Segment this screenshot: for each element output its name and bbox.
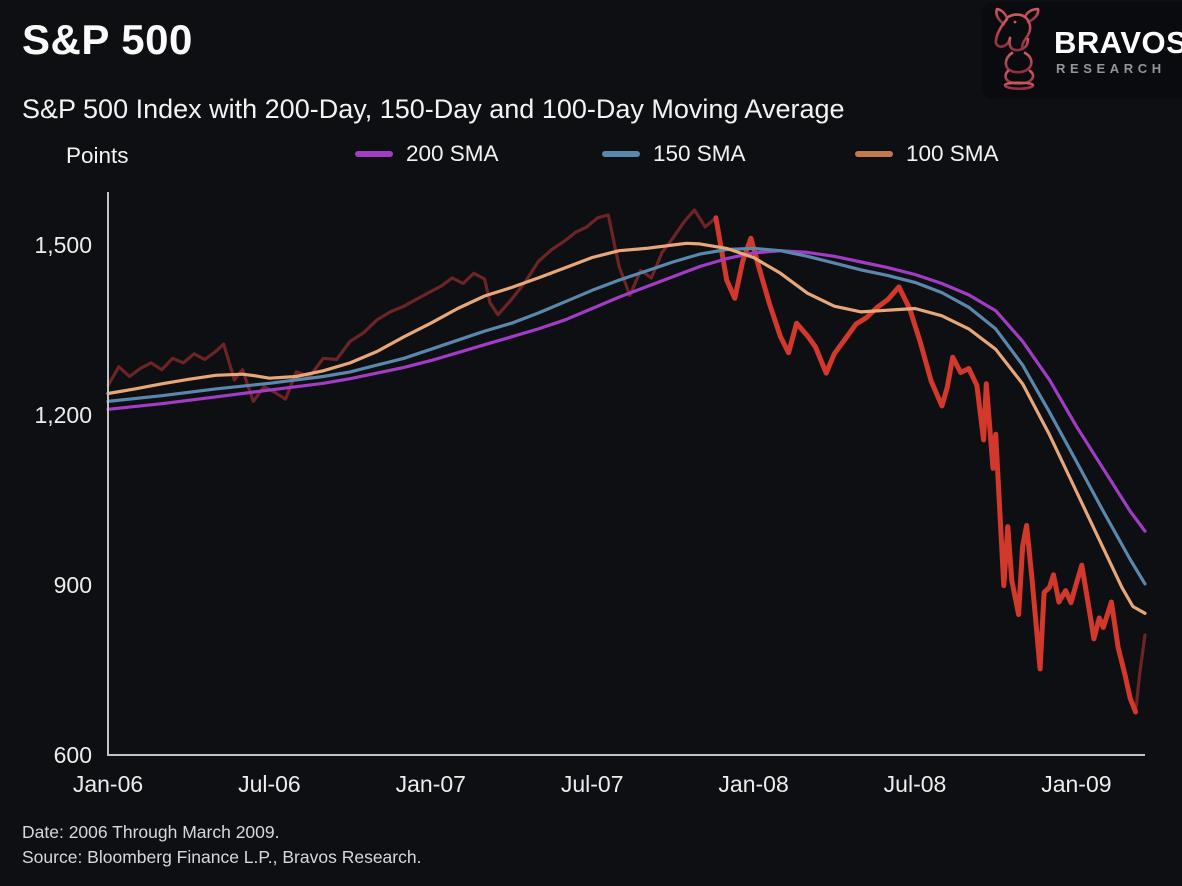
legend-label: 200 SMA xyxy=(406,141,499,166)
date-note: Date: 2006 Through March 2009. xyxy=(22,822,280,842)
x-tick-label: Jan-06 xyxy=(72,771,144,797)
brand-name: BRAVOS xyxy=(1054,24,1182,60)
x-tick-label: Jul-07 xyxy=(560,771,624,797)
y-tick-label: 1,500 xyxy=(34,232,92,258)
x-tick-label: Jul-06 xyxy=(238,771,301,797)
x-tick-label: Jan-07 xyxy=(395,771,466,797)
chart-subtitle: S&P 500 Index with 200-Day, 150-Day and … xyxy=(22,94,845,124)
bull-logo-icon xyxy=(994,7,1040,90)
legend-label: 150 SMA xyxy=(653,141,746,166)
legend-item-150-sma: 150 SMA xyxy=(602,141,746,167)
y-tick-label: 1,200 xyxy=(34,402,92,428)
page-title: S&P 500 xyxy=(22,16,193,63)
legend-swatch-100-sma xyxy=(855,151,893,157)
legend-swatch-200-sma xyxy=(355,151,393,157)
y-tick-label: 900 xyxy=(53,572,92,598)
y-tick-label: 600 xyxy=(53,742,92,768)
x-tick-label: Jul-08 xyxy=(883,771,947,797)
legend-item-200-sma: 200 SMA xyxy=(355,141,499,167)
legend-item-100-sma: 100 SMA xyxy=(855,141,999,167)
x-tick-label: Jan-09 xyxy=(1041,771,1112,797)
brand-logo: BRAVOS RESEARCH xyxy=(982,2,1182,99)
source-note: Source: Bloomberg Finance L.P., Bravos R… xyxy=(22,846,422,867)
chart-footnotes: Date: 2006 Through March 2009. Source: B… xyxy=(22,820,421,869)
x-tick-label: Jan-08 xyxy=(718,771,789,797)
y-axis-title: Points xyxy=(66,143,129,168)
legend-label: 100 SMA xyxy=(906,141,999,166)
legend-swatch-150-sma xyxy=(602,151,640,157)
brand-subtitle: RESEARCH xyxy=(1056,60,1166,76)
